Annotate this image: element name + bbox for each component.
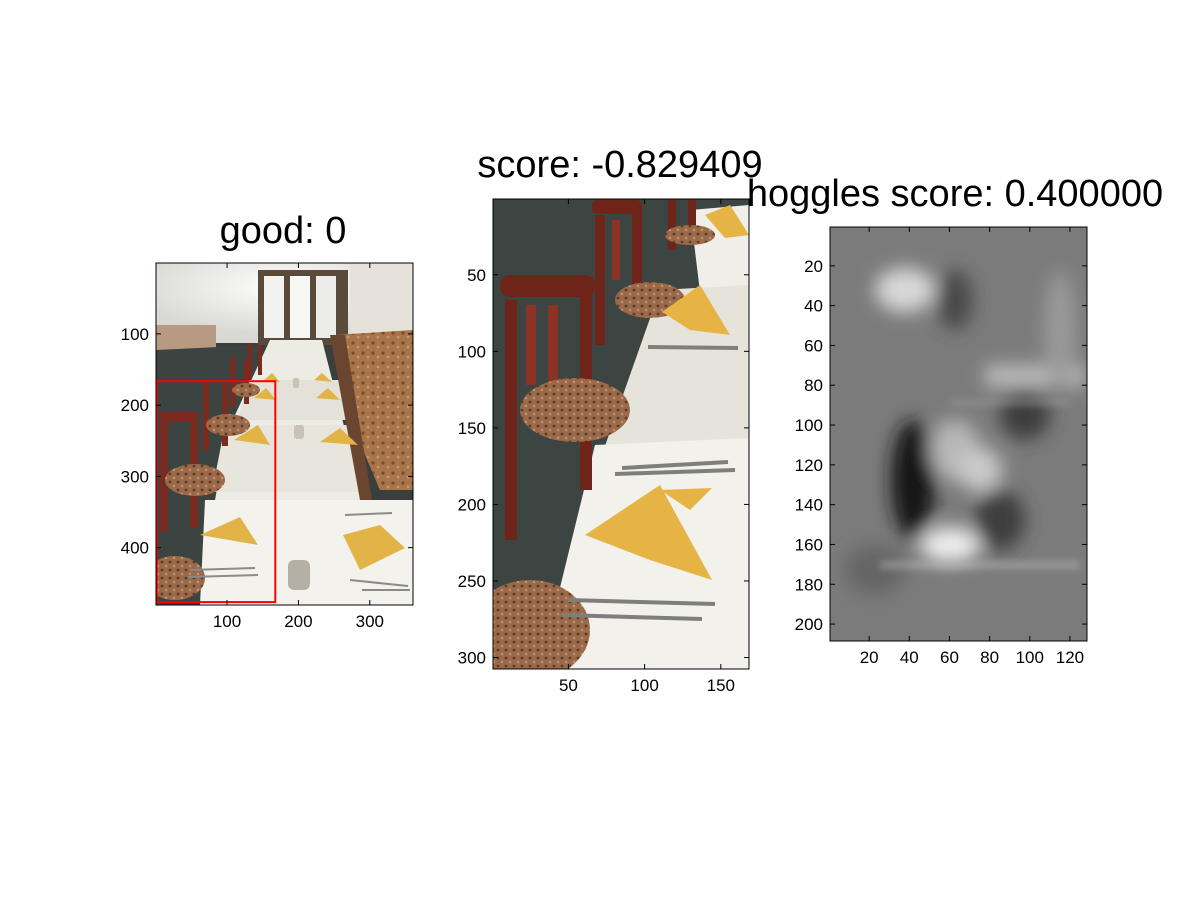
y-tick-label: 200: [795, 615, 823, 634]
x-tick-label: 20: [860, 648, 879, 667]
y-tick-label: 60: [804, 336, 823, 355]
x-tick-label: 100: [630, 676, 658, 695]
crop-photo: [493, 199, 749, 669]
x-tick-label: 100: [213, 612, 241, 631]
panel-good-frame: [155, 262, 414, 606]
y-tick-label: 80: [804, 376, 823, 395]
x-tick-label: 80: [980, 648, 999, 667]
panel-score-axes: 50 100 150 50 100 150 200 250 300: [458, 199, 749, 695]
y-tick-label: 40: [804, 297, 823, 316]
x-tick-label: 60: [940, 648, 959, 667]
panel-good-axes: 100 200 300 100 200 300 400: [121, 263, 413, 631]
panel-good: good: 0: [121, 210, 414, 631]
panel-score: score: -0.829409: [458, 144, 763, 695]
panel-hoggles-axes: 20 40 60 80 100 120 20 40 60 80 100 120 140 160 180 200: [795, 227, 1087, 667]
x-tick-label: 100: [1016, 648, 1044, 667]
y-tick-label: 100: [795, 416, 823, 435]
restaurant-photo: [156, 263, 413, 605]
detection-box: [156, 380, 277, 604]
panel-hoggles-frame: [829, 226, 1088, 642]
x-tick-label: 300: [356, 612, 384, 631]
x-tick-label: 150: [707, 676, 735, 695]
y-tick-label: 200: [458, 495, 486, 514]
y-tick-label: 400: [121, 539, 149, 558]
y-tick-label: 140: [795, 496, 823, 515]
y-tick-label: 150: [458, 419, 486, 438]
y-tick-label: 300: [458, 649, 486, 668]
panel-score-title: score: -0.829409: [477, 144, 762, 186]
y-tick-label: 180: [795, 575, 823, 594]
y-tick-label: 50: [467, 266, 486, 285]
y-tick-label: 160: [795, 535, 823, 554]
y-tick-label: 200: [121, 396, 149, 415]
x-tick-label: 200: [284, 612, 312, 631]
y-tick-label: 300: [121, 467, 149, 486]
panel-score-frame: [492, 198, 750, 670]
panel-hoggles: hoggles score: 0.400000 20 40: [747, 173, 1163, 667]
x-tick-label: 120: [1056, 648, 1084, 667]
y-tick-label: 100: [121, 325, 149, 344]
y-tick-label: 250: [458, 572, 486, 591]
x-tick-label: 40: [900, 648, 919, 667]
x-tick-label: 50: [559, 676, 578, 695]
panel-hoggles-title: hoggles score: 0.400000: [747, 173, 1163, 215]
y-tick-label: 20: [804, 257, 823, 276]
y-tick-label: 120: [795, 456, 823, 475]
hoggles-heatmap: [830, 227, 1087, 641]
y-tick-label: 100: [458, 342, 486, 361]
panel-good-title: good: 0: [220, 210, 347, 252]
